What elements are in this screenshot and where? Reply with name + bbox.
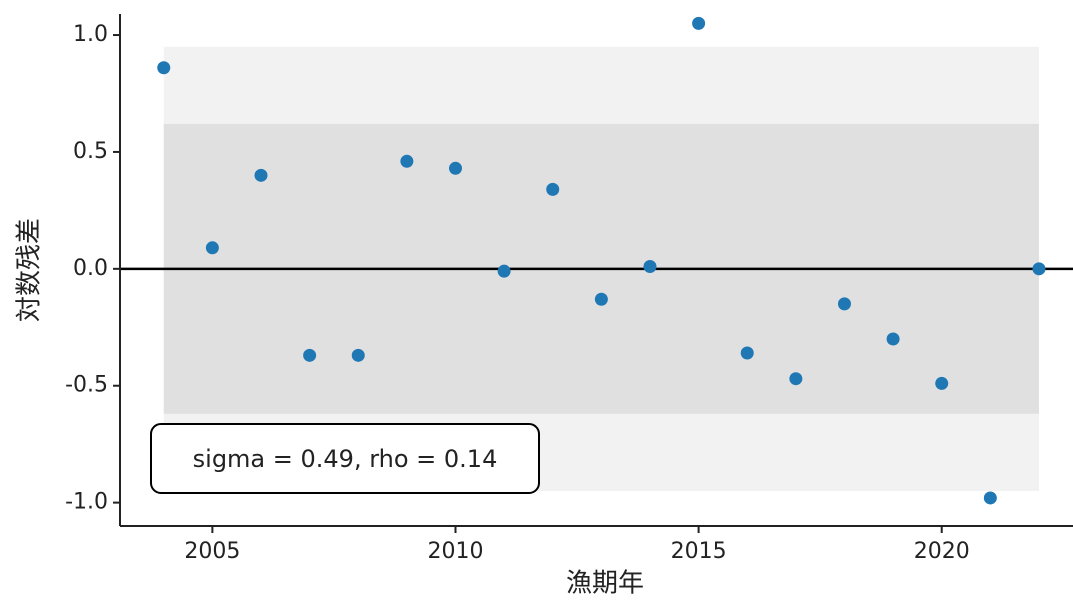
point [400, 154, 414, 168]
point [254, 168, 268, 182]
point [448, 161, 462, 175]
y-axis-label: 対数残差 [15, 218, 45, 322]
y-tick-label: 0.0 [73, 256, 108, 281]
point [1032, 262, 1046, 276]
point [643, 259, 657, 273]
point [740, 346, 754, 360]
y-tick-label: 1.0 [73, 22, 108, 47]
x-tick-label: 2015 [671, 539, 727, 564]
point [789, 372, 803, 386]
point [983, 491, 997, 505]
point [157, 61, 171, 75]
x-tick-label: 2010 [427, 539, 483, 564]
point [205, 241, 219, 255]
y-tick-label: -0.5 [65, 373, 108, 398]
x-tick-label: 2020 [914, 539, 970, 564]
point [837, 297, 851, 311]
point [351, 348, 365, 362]
point [692, 16, 706, 30]
x-axis-label: 漁期年 [566, 569, 644, 599]
point [546, 182, 560, 196]
point [935, 376, 949, 390]
point [886, 332, 900, 346]
y-tick-label: -1.0 [65, 490, 108, 515]
point [497, 264, 511, 278]
annotation: sigma = 0.49, rho = 0.14 [193, 445, 498, 473]
point [594, 292, 608, 306]
point [303, 348, 317, 362]
x-tick-label: 2005 [184, 539, 240, 564]
y-tick-label: 0.5 [73, 139, 108, 164]
annotation-box [150, 423, 540, 494]
